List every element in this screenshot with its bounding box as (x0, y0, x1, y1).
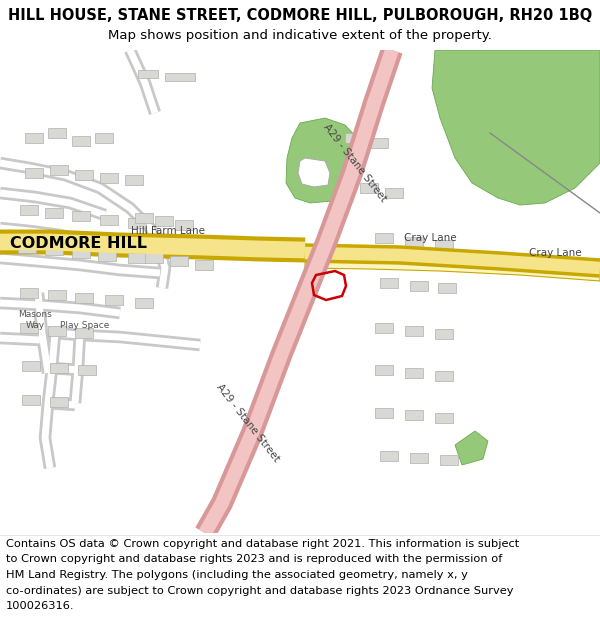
Text: co-ordinates) are subject to Crown copyright and database rights 2023 Ordnance S: co-ordinates) are subject to Crown copyr… (6, 586, 514, 596)
Bar (375, 408, 393, 418)
Bar (98, 251, 116, 261)
Bar (25, 133, 43, 143)
Bar (75, 293, 93, 303)
Bar (410, 453, 428, 463)
Bar (45, 208, 63, 218)
Bar (375, 365, 393, 375)
Bar (410, 281, 428, 291)
Bar (72, 211, 90, 221)
Bar (345, 133, 363, 143)
Bar (165, 73, 195, 81)
Bar (385, 188, 403, 198)
Bar (405, 410, 423, 420)
Bar (78, 365, 96, 375)
Bar (22, 361, 40, 371)
Bar (105, 295, 123, 305)
Text: Masons
Way: Masons Way (18, 310, 52, 330)
Bar (145, 253, 163, 263)
Bar (405, 237, 423, 247)
Bar (175, 220, 193, 230)
Bar (48, 326, 66, 336)
Bar (50, 397, 68, 407)
Text: HM Land Registry. The polygons (including the associated geometry, namely x, y: HM Land Registry. The polygons (includin… (6, 570, 468, 580)
Bar (435, 240, 453, 250)
Polygon shape (455, 431, 488, 465)
Bar (72, 136, 90, 146)
Polygon shape (432, 50, 600, 205)
Bar (20, 323, 38, 333)
Text: Play Space: Play Space (61, 321, 110, 331)
Text: to Crown copyright and database rights 2023 and is reproduced with the permissio: to Crown copyright and database rights 2… (6, 554, 502, 564)
Text: Cray Lane: Cray Lane (529, 248, 581, 258)
Text: 100026316.: 100026316. (6, 601, 74, 611)
Polygon shape (286, 118, 362, 203)
Text: A29 - Stane Street: A29 - Stane Street (215, 382, 281, 464)
Bar (20, 205, 38, 215)
Bar (438, 283, 456, 293)
Bar (20, 288, 38, 298)
Bar (360, 183, 378, 193)
Text: Hill Farm Lane: Hill Farm Lane (131, 226, 205, 236)
Bar (95, 133, 113, 143)
Bar (45, 245, 63, 255)
Bar (370, 138, 388, 148)
Polygon shape (305, 250, 600, 281)
Bar (435, 329, 453, 339)
Bar (135, 213, 153, 223)
Bar (170, 256, 188, 266)
Bar (125, 175, 143, 185)
Bar (435, 413, 453, 423)
Bar (75, 328, 93, 338)
Bar (435, 371, 453, 381)
Text: CODMORE HILL: CODMORE HILL (10, 236, 147, 251)
Bar (405, 326, 423, 336)
Bar (22, 395, 40, 405)
Bar (72, 248, 90, 258)
Bar (138, 70, 158, 78)
Text: Cray Lane: Cray Lane (404, 233, 457, 243)
Bar (375, 233, 393, 243)
Bar (440, 455, 458, 465)
Bar (100, 173, 118, 183)
Text: Contains OS data © Crown copyright and database right 2021. This information is : Contains OS data © Crown copyright and d… (6, 539, 519, 549)
Bar (50, 363, 68, 373)
Bar (135, 298, 153, 308)
Text: A29 - Stane Street: A29 - Stane Street (322, 122, 388, 204)
Bar (18, 243, 36, 253)
Bar (380, 278, 398, 288)
Bar (128, 218, 146, 228)
Text: Map shows position and indicative extent of the property.: Map shows position and indicative extent… (108, 29, 492, 42)
Bar (75, 170, 93, 180)
Bar (50, 165, 68, 175)
Bar (375, 323, 393, 333)
Bar (155, 216, 173, 226)
Bar (405, 368, 423, 378)
Bar (380, 451, 398, 461)
Polygon shape (298, 158, 330, 187)
Bar (195, 260, 213, 270)
Bar (48, 128, 66, 138)
Bar (25, 168, 43, 178)
Bar (100, 215, 118, 225)
Bar (128, 253, 146, 263)
Bar (48, 290, 66, 300)
Text: HILL HOUSE, STANE STREET, CODMORE HILL, PULBOROUGH, RH20 1BQ: HILL HOUSE, STANE STREET, CODMORE HILL, … (8, 8, 592, 22)
